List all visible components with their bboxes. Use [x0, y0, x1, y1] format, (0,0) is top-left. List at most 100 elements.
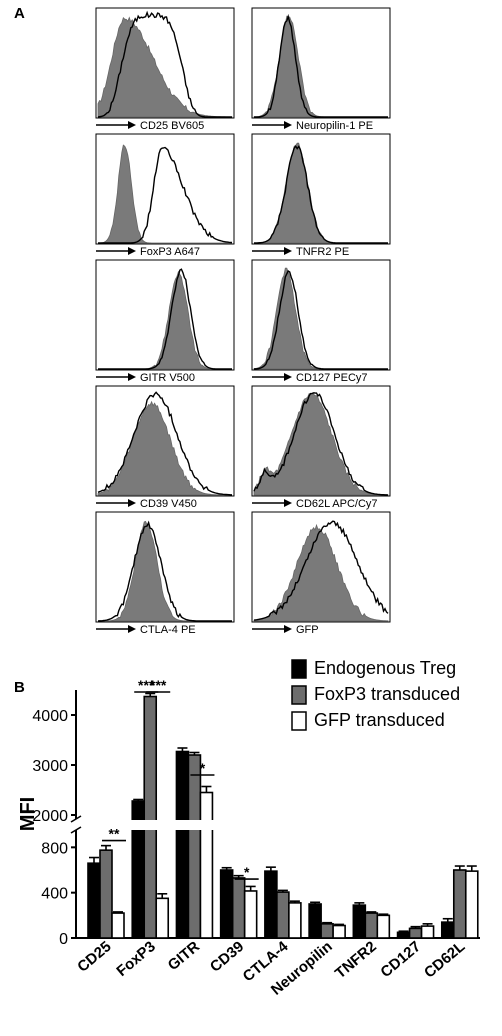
significance-label: ** [109, 826, 120, 842]
arrow-head-icon [284, 373, 292, 381]
bar [440, 921, 455, 939]
bar [243, 890, 258, 939]
bar [187, 754, 202, 939]
bar [175, 750, 190, 939]
y-tick-label: 800 [41, 840, 68, 857]
legend-swatch [291, 659, 307, 679]
bar [288, 902, 302, 939]
legend-label: GFP transduced [314, 710, 445, 730]
histogram-panel: CD39 V450 [95, 385, 235, 510]
histogram-panel: CD62L APC/Cy7 [251, 385, 391, 510]
histogram-line-series [97, 520, 232, 622]
bar [364, 912, 379, 939]
bar [408, 927, 423, 939]
arrow-head-icon [284, 625, 292, 633]
x-tick-label: CD25 [74, 938, 114, 976]
histogram-axis-label: FoxP3 A647 [140, 246, 200, 258]
histogram-line-series [253, 520, 389, 621]
histogram-line-series [98, 268, 232, 370]
y-tick-label: 4000 [32, 708, 68, 725]
legend-item: GFP transduced [291, 710, 445, 731]
histogram-panel: CD25 BV605 [95, 7, 235, 132]
histogram-panel: Neuropilin-1 PE [251, 7, 391, 132]
bar [219, 869, 234, 939]
histogram-frame [251, 133, 391, 245]
significance-label: * [244, 864, 250, 880]
histogram-axis-label: CD127 PECy7 [296, 372, 368, 384]
x-tick-label: TNFR2 [332, 938, 380, 982]
histogram-line-series [253, 145, 388, 244]
histogram-axis-label: CD25 BV605 [140, 120, 204, 132]
y-tick-label: 0 [59, 931, 68, 948]
bar [155, 897, 170, 939]
x-tick-label: CD127 [377, 938, 424, 981]
histogram-panel: CD127 PECy7 [251, 259, 391, 384]
histogram-line-series [97, 391, 232, 496]
arrow-head-icon [128, 373, 136, 381]
arrow-head-icon [284, 499, 292, 507]
bar [87, 862, 101, 939]
bar [376, 914, 391, 939]
bar [452, 869, 467, 939]
significance-label: *** [138, 677, 155, 693]
histogram-axis-label: CTLA-4 PE [140, 624, 196, 636]
legend-swatch [291, 711, 307, 731]
bar [143, 695, 158, 939]
bar [308, 903, 322, 939]
arrow-head-icon [284, 121, 292, 129]
significance-label: * [200, 760, 206, 776]
arrow-head-icon [128, 247, 136, 255]
legend: Endogenous Treg FoxP3 transduced GFP trans… [291, 658, 460, 731]
bar [99, 849, 113, 939]
arrow-head-icon [128, 499, 136, 507]
histogram-line-series [97, 10, 232, 118]
legend-item: Endogenous Treg [291, 658, 456, 679]
panel-a-label: A [14, 5, 25, 22]
histogram-panel: CTLA-4 PE [95, 511, 235, 636]
y-axis-label: MFI [17, 797, 39, 831]
legend-swatch [291, 685, 307, 705]
histogram-panel: GFP [251, 511, 391, 636]
legend-label: FoxP3 transduced [314, 684, 460, 704]
histogram-line-series [253, 392, 389, 496]
histogram-axis-label: CD39 V450 [140, 498, 197, 510]
bar [231, 877, 246, 939]
histogram-shaded-series [97, 16, 233, 118]
bar [111, 912, 125, 939]
legend-label: Endogenous Treg [314, 658, 456, 678]
significance-label: *** [150, 677, 167, 693]
bar [199, 791, 214, 939]
bar [276, 891, 290, 939]
y-tick-label: 400 [41, 886, 68, 903]
arrow-head-icon [284, 247, 292, 255]
bar [320, 923, 334, 939]
histogram-axis-label: Neuropilin-1 PE [296, 120, 373, 132]
arrow-head-icon [128, 121, 136, 129]
y-tick-label: 3000 [32, 758, 68, 775]
histogram-panel: TNFR2 PE [251, 133, 391, 258]
bar [352, 904, 367, 939]
x-tick-label: GITR [165, 938, 204, 974]
histogram-shaded-series [97, 400, 232, 496]
histogram-line-series [98, 146, 233, 244]
x-tick-label: FoxP3 [113, 938, 158, 980]
histogram-shaded-series [253, 393, 389, 496]
panel-b-label: B [14, 679, 25, 696]
bar [420, 925, 435, 939]
arrow-head-icon [128, 625, 136, 633]
bar [332, 924, 346, 939]
histogram-axis-label: GFP [296, 624, 319, 636]
x-tick-label: CD62L [421, 938, 468, 982]
legend-item: FoxP3 transduced [291, 684, 460, 705]
histogram-axis-label: TNFR2 PE [296, 246, 349, 258]
histogram-axis-label: GITR V500 [140, 372, 195, 384]
histogram-shaded-series [97, 144, 232, 244]
y-tick-label: 2000 [32, 808, 68, 825]
histogram-axis-label: CD62L APC/Cy7 [296, 498, 378, 510]
axis-break-gap [68, 820, 482, 830]
histogram-panel: FoxP3 A647 [95, 133, 235, 258]
axis-break-mark [70, 815, 82, 823]
histogram-line-series [253, 270, 388, 370]
histogram-line-series [254, 13, 388, 118]
